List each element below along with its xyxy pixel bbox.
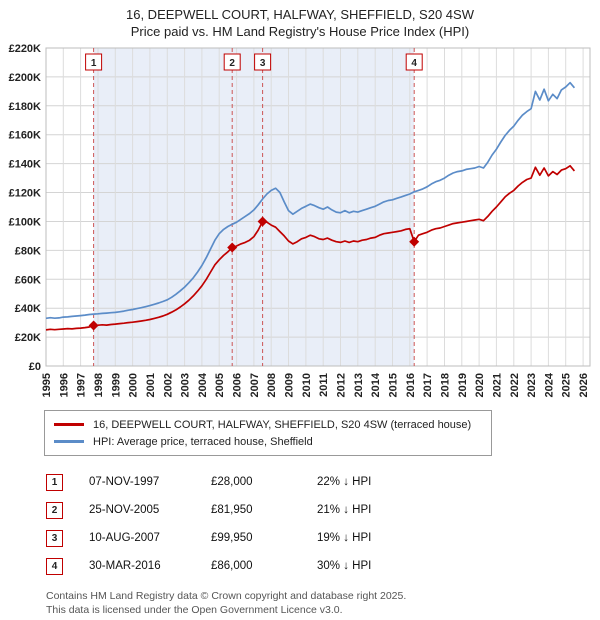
chart-legend: 16, DEEPWELL COURT, HALFWAY, SHEFFIELD, … [44,410,492,456]
transaction-price: £99,950 [211,532,253,544]
legend-label-hpi: HPI: Average price, terraced house, Shef… [93,435,313,448]
sale-number-label: 3 [260,58,266,69]
sale-number-label: 2 [229,58,235,69]
property-price-line [45,164,576,331]
transaction-hpi-diff: 30% ↓ HPI [317,560,372,572]
y-tick-label: £40K [15,303,41,315]
red-line-swatch [54,423,84,426]
x-tick-label: 2024 [543,372,555,397]
transaction-price: £81,950 [211,504,253,516]
y-tick-label: £80K [15,245,41,257]
transaction-hpi-diff: 19% ↓ HPI [317,532,372,544]
legend-item-hpi: HPI: Average price, terraced house, Shef… [54,433,482,450]
blue-line-swatch [54,440,84,443]
sale-number-box [405,53,423,71]
y-tick-label: £180K [9,101,41,113]
page-title: 16, DEEPWELL COURT, HALFWAY, SHEFFIELD, … [126,7,474,22]
sale-number-box [85,53,103,71]
x-tick-label: 2011 [318,373,330,397]
y-tick-label: £0 [29,361,41,373]
transaction-number-box: 3 [46,529,63,547]
y-tick-label: £160K [9,130,41,142]
x-tick-label: 2005 [214,373,226,397]
x-tick-label: 2006 [232,373,244,397]
sale-number-box [223,53,241,71]
transaction-price: £86,000 [211,560,253,572]
y-tick-label: £220K [9,43,41,55]
transaction-number-box: 1 [46,473,63,491]
footer: Contains HM Land Registry data © Crown c… [46,590,600,617]
legend-label-property: 16, DEEPWELL COURT, HALFWAY, SHEFFIELD, … [93,418,472,431]
footer-copyright: Contains HM Land Registry data © Crown c… [46,590,407,602]
y-tick-label: £200K [9,72,41,84]
transaction-price: £28,000 [211,476,253,488]
x-tick-label: 2014 [370,372,382,397]
transaction-number-box: 4 [46,557,63,575]
transaction-date: 25-NOV-2005 [89,504,160,516]
x-tick-label: 1999 [110,373,122,397]
x-tick-label: 2012 [336,373,348,397]
transactions-table: 1 07-NOV-1997 £28,000 22% ↓ HPI 2 25-NOV… [46,468,600,580]
sale-number-box [254,53,272,71]
x-tick-label: 2007 [249,373,261,397]
transaction-date: 10-AUG-2007 [89,532,160,544]
transaction-date: 07-NOV-1997 [89,476,160,488]
x-tick-label: 2002 [162,373,174,397]
transaction-hpi-diff: 22% ↓ HPI [317,476,372,488]
y-tick-label: £120K [9,188,41,200]
x-tick-label: 2019 [457,373,469,397]
x-tick-label: 1998 [93,373,105,397]
x-tick-label: 2025 [561,373,573,397]
x-tick-label: 2018 [440,373,452,397]
transaction-row: 2 25-NOV-2005 £81,950 21% ↓ HPI [46,496,600,524]
transaction-number-box: 2 [46,501,63,519]
x-tick-label: 2004 [197,372,209,397]
x-tick-label: 2015 [388,373,400,397]
x-tick-label: 1996 [58,373,70,397]
y-tick-label: £20K [15,332,41,344]
x-tick-label: 2013 [353,373,365,397]
transaction-date: 30-MAR-2016 [89,560,161,572]
x-tick-label: 2010 [301,373,313,397]
transaction-row: 3 10-AUG-2007 £99,950 19% ↓ HPI [46,524,600,552]
price-history-chart: £0 £20K £40K £60K £80K £100K £120K £140K £160K £1… [0,40,600,408]
page-subtitle: Price paid vs. HM Land Registry's House … [130,24,470,39]
transaction-row: 4 30-MAR-2016 £86,000 30% ↓ HPI [46,552,600,580]
legend-item-property: 16, DEEPWELL COURT, HALFWAY, SHEFFIELD, … [54,416,482,433]
x-tick-label: 1995 [41,373,53,397]
sale-marker-diamond [257,216,268,227]
x-tick-label: 2017 [422,373,434,397]
x-tick-label: 2003 [180,373,192,397]
x-tick-label: 2023 [526,373,538,397]
footer-licence: This data is licensed under the Open Gov… [46,603,343,616]
sale-number-label: 4 [411,58,417,69]
sale-marker-diamond [227,242,238,253]
x-tick-label: 2016 [405,373,417,397]
x-tick-label: 2008 [266,373,278,397]
x-tick-label: 2022 [509,373,521,397]
x-tick-label: 2021 [491,373,503,397]
x-tick-label: 2001 [145,373,157,397]
sale-marker-diamond [409,236,420,247]
x-tick-label: 2020 [474,373,486,397]
chart-header: 16, DEEPWELL COURT, HALFWAY, SHEFFIELD, … [0,0,600,40]
y-tick-label: £60K [15,274,41,286]
y-tick-label: £100K [9,217,41,229]
transaction-row: 1 07-NOV-1997 £28,000 22% ↓ HPI [46,468,600,496]
sale-number-label: 1 [91,58,97,69]
x-tick-label: 1997 [76,373,88,397]
sale-marker-diamond [88,320,99,331]
x-tick-label: 2026 [578,373,590,397]
x-tick-label: 2009 [284,373,296,397]
chart-canvas: £0 £20K £40K £60K £80K £100K £120K £140K £160K £1… [9,43,591,397]
x-tick-label: 2000 [128,373,140,397]
y-tick-label: £140K [9,159,41,171]
transaction-hpi-diff: 21% ↓ HPI [317,504,372,516]
hpi-line [45,81,576,320]
